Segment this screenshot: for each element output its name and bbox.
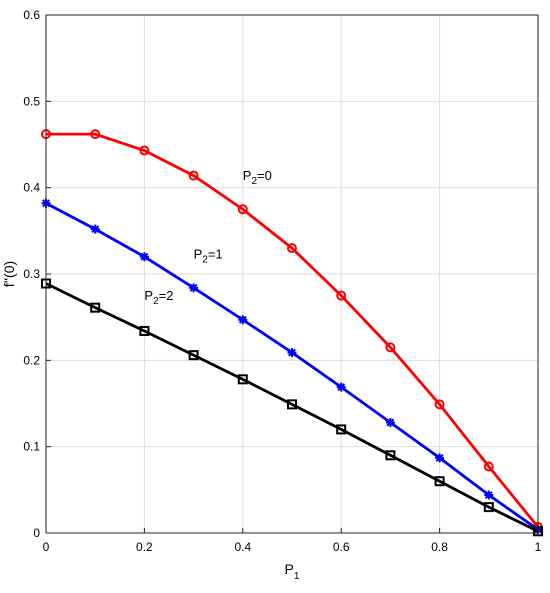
annotation-label: P2=1: [194, 246, 223, 265]
y-tick-label: 0: [33, 526, 40, 540]
data-point: [139, 145, 150, 156]
data-point: [287, 348, 297, 358]
data-point: [287, 399, 297, 410]
data-point: [237, 374, 248, 385]
data-point: [237, 204, 248, 215]
y-tick-label: 0.3: [23, 267, 40, 281]
data-point: [139, 252, 149, 262]
y-tick-label: 0.1: [23, 440, 40, 454]
data-point: [336, 382, 346, 392]
data-point: [385, 450, 396, 461]
grid: [45, 14, 539, 534]
y-tick-label: 0.2: [23, 353, 40, 367]
x-tick-label: 0.8: [431, 540, 448, 554]
data-point: [336, 424, 347, 435]
data-point: [188, 350, 199, 361]
data-point: [90, 129, 101, 140]
x-tick-label: 0.2: [136, 540, 153, 554]
data-point: [139, 325, 150, 336]
x-axis-label: P1: [285, 561, 300, 582]
data-point: [385, 417, 395, 427]
x-tick-label: 0.4: [234, 540, 251, 554]
tick-labels: 0 0.2 0.4 0.6 0.8 1 0 0.1 0.2 0.3 0.4 0.5 0.6: [23, 8, 541, 554]
data-point: [90, 224, 100, 234]
series-group: [41, 129, 543, 537]
data-point: [435, 453, 445, 463]
x-tick-label: 0: [43, 540, 50, 554]
data-point: [385, 342, 396, 353]
series-1: [41, 129, 543, 532]
y-axis-label: f''(0): [1, 261, 17, 287]
annotation-label: P2=0: [243, 168, 272, 187]
y-tick-label: 0.4: [23, 181, 40, 195]
data-point: [483, 461, 494, 472]
series-3: [41, 278, 543, 537]
data-point: [483, 502, 494, 513]
data-point: [189, 283, 199, 293]
annotations: P2=0 P2=1 P2=2: [144, 168, 271, 307]
annotation-label: P2=2: [144, 288, 173, 307]
plot-frame: [45, 14, 539, 534]
data-point: [434, 399, 445, 410]
data-point: [188, 170, 199, 181]
y-tick-label: 0.6: [23, 8, 40, 22]
data-point: [238, 315, 248, 325]
data-point: [287, 243, 297, 254]
series-line: [46, 132, 540, 528]
data-point: [434, 476, 445, 487]
x-tick-label: 1: [535, 540, 542, 554]
data-point: [484, 490, 494, 500]
data-point: [336, 290, 347, 301]
series-line: [45, 282, 539, 533]
data-point: [90, 302, 101, 313]
y-tick-label: 0.5: [23, 94, 40, 108]
x-tick-label: 0.6: [333, 540, 350, 554]
